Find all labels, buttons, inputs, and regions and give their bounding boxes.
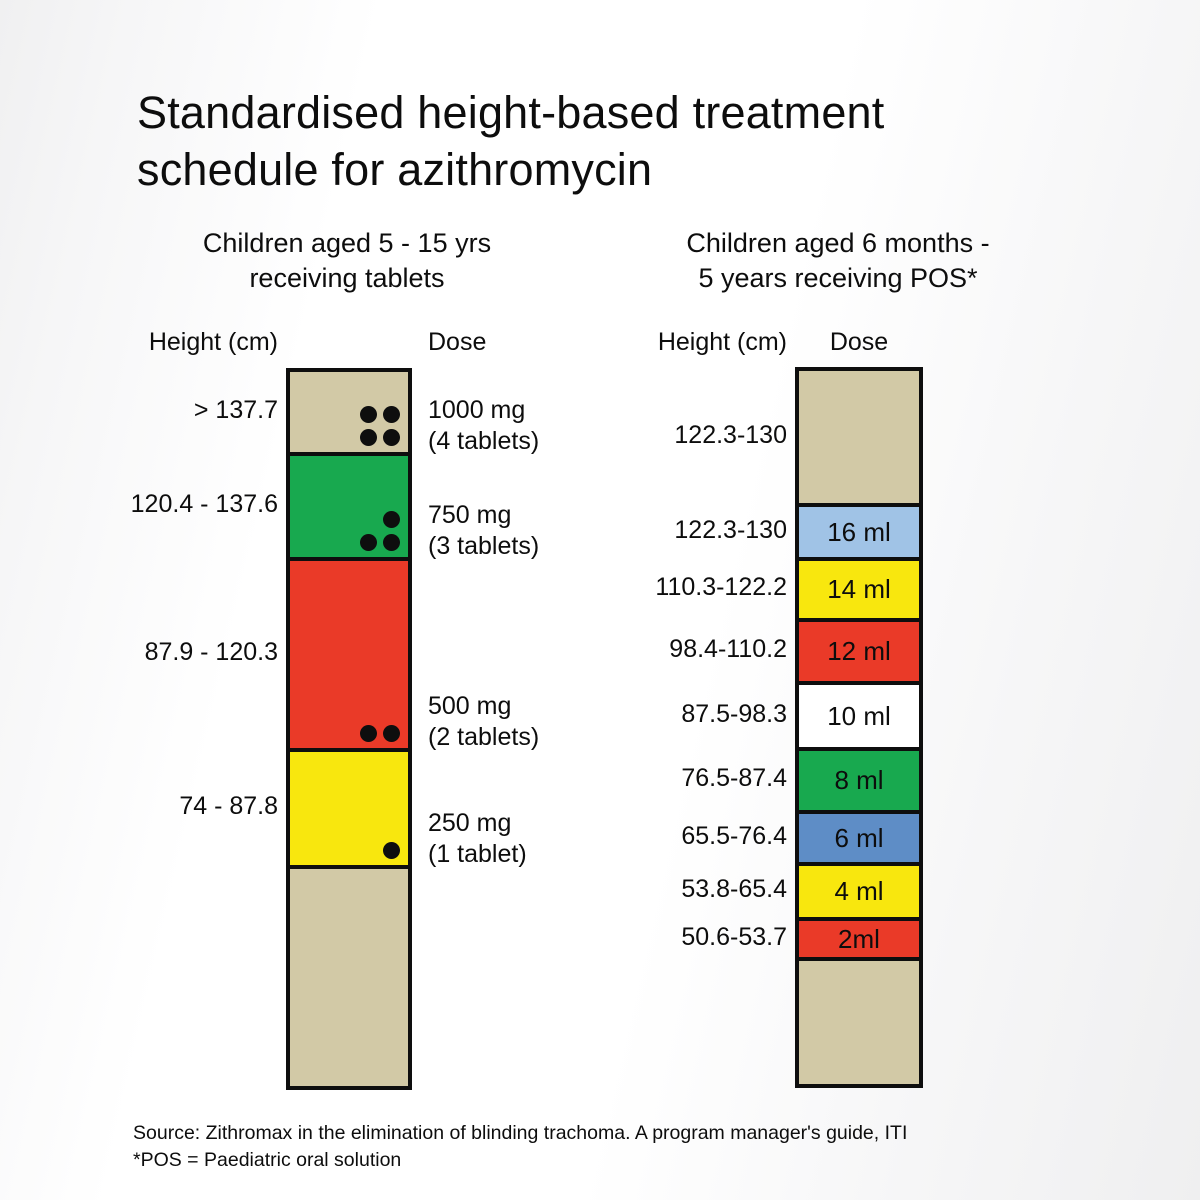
height-range-label: 74 - 87.8	[179, 792, 278, 820]
dose-label: 1000 mg (4 tablets)	[428, 395, 539, 457]
dose-label: 750 mg (3 tablets)	[428, 500, 539, 562]
right-height-column-header: Height (cm)	[657, 328, 787, 356]
left-height-column-header: Height (cm)	[148, 328, 278, 356]
dose-label: 500 mg (2 tablets)	[428, 691, 539, 753]
dose-band: 2ml	[795, 917, 923, 957]
footer: Source: Zithromax in the elimination of …	[133, 1120, 907, 1174]
tablet-dot	[360, 725, 377, 742]
height-band	[286, 748, 412, 865]
right-chart-row-2: 122.3-130 16 ml	[620, 503, 923, 557]
dose-label: 250 mg (1 tablet)	[428, 808, 527, 870]
height-range-label: 50.6-53.7	[681, 922, 787, 951]
dose-tablets: (2 tablets)	[428, 723, 540, 751]
dose-band: 8 ml	[795, 747, 923, 810]
tablet-dots	[360, 511, 400, 551]
right-chart-row-3: 110.3-122.2 14 ml	[620, 557, 923, 618]
dose-tablets: (3 tablets)	[428, 532, 540, 560]
height-band	[286, 452, 412, 557]
source-note: Source: Zithromax in the elimination of …	[133, 1122, 908, 1144]
dose-amount: 500 mg	[428, 692, 512, 720]
right-chart-row-1: 122.3-130	[620, 367, 923, 503]
tablet-dots	[360, 406, 400, 446]
dose-band	[795, 367, 923, 503]
right-dose-column-header: Dose	[829, 328, 889, 356]
tablet-dot	[383, 534, 400, 551]
left-dose-column-header: Dose	[428, 328, 487, 356]
right-chart-subtitle: Children aged 6 months - 5 years receivi…	[598, 226, 1078, 296]
tablet-dots	[360, 725, 400, 742]
tablet-dot	[360, 534, 377, 551]
height-range-label: 120.4 - 137.6	[130, 490, 278, 518]
tablet-dot	[383, 406, 400, 423]
tablet-dot	[383, 842, 400, 859]
left-chart-subtitle-line1: Children aged 5 - 15 yrs	[202, 228, 492, 258]
dose-volume: 2ml	[838, 923, 880, 954]
height-range-label: 122.3-130	[674, 515, 787, 544]
right-chart-row-10	[620, 957, 923, 1088]
dose-volume: 4 ml	[834, 876, 884, 906]
dose-volume: 16 ml	[827, 516, 891, 547]
page-title: Standardised height-based treatment sche…	[137, 84, 884, 198]
tablet-dot	[383, 511, 400, 528]
dose-amount: 750 mg	[428, 501, 512, 529]
height-range-label: 98.4-110.2	[669, 635, 787, 663]
height-range-label: 110.3-122.2	[655, 573, 787, 601]
page-title-line2: schedule for azithromycin	[137, 144, 653, 195]
height-range-label: 65.5-76.4	[681, 821, 787, 850]
dose-amount: 1000 mg	[428, 396, 526, 424]
dose-band: 4 ml	[795, 862, 923, 917]
right-chart-row-7: 65.5-76.4 6 ml	[620, 810, 923, 862]
left-chart-subtitle-line2: receiving tablets	[249, 263, 445, 293]
height-band	[286, 557, 412, 748]
right-chart-row-4: 98.4-110.2 12 ml	[620, 618, 923, 681]
height-range-label	[130, 865, 278, 1090]
tablet-dots	[360, 842, 400, 859]
right-chart-row-9: 50.6-53.7 2ml	[620, 917, 923, 957]
right-chart-row-8: 53.8-65.4 4 ml	[620, 862, 923, 917]
dose-band: 6 ml	[795, 810, 923, 862]
tablet-dot	[383, 429, 400, 446]
height-range-label: 53.8-65.4	[681, 875, 787, 903]
page-title-line1: Standardised height-based treatment	[137, 87, 885, 138]
tablet-dot	[360, 406, 377, 423]
right-chart-subtitle-line2: 5 years receiving POS*	[698, 263, 978, 293]
dose-amount: 250 mg	[428, 809, 512, 837]
dose-band: 12 ml	[795, 618, 923, 681]
left-chart-row-3: 87.9 - 120.3 500 mg (2 tablets)	[130, 557, 539, 751]
height-range-label: 87.5-98.3	[681, 699, 787, 728]
dose-band: 14 ml	[795, 557, 923, 618]
tablet-dot	[383, 725, 400, 742]
right-chart-subtitle-line1: Children aged 6 months -	[686, 228, 990, 258]
dose-band: 10 ml	[795, 681, 923, 747]
left-chart-row-1: > 137.7 1000 mg (4 tablets)	[130, 368, 539, 455]
dose-volume: 12 ml	[827, 636, 891, 666]
left-chart-subtitle: Children aged 5 - 15 yrs receiving table…	[107, 226, 587, 296]
left-chart-row-5	[130, 865, 412, 1090]
dose-band	[795, 957, 923, 1088]
left-chart: > 137.7 1000 mg (4 tablets) 120.4 - 137.…	[130, 368, 539, 1090]
dose-tablets: (1 tablet)	[428, 840, 527, 868]
dose-volume: 6 ml	[834, 822, 884, 853]
footnote-pos: *POS = Paediatric oral solution	[133, 1149, 402, 1171]
dose-volume: 10 ml	[827, 700, 891, 731]
height-range-label: > 137.7	[193, 395, 278, 424]
height-range-label: 87.9 - 120.3	[144, 638, 278, 666]
height-range-label: 76.5-87.4	[681, 764, 787, 792]
dose-volume: 14 ml	[827, 574, 891, 604]
dose-volume: 8 ml	[834, 765, 884, 795]
dose-tablets: (4 tablets)	[428, 427, 540, 455]
left-chart-row-4: 74 - 87.8 250 mg (1 tablet)	[130, 748, 527, 868]
dose-band: 16 ml	[795, 503, 923, 557]
left-chart-row-2: 120.4 - 137.6 750 mg (3 tablets)	[130, 452, 539, 560]
height-range-label	[620, 957, 787, 1088]
right-chart: 122.3-130 122.3-130 16 ml 110.3-122.2 14…	[620, 367, 923, 1088]
height-band	[286, 865, 412, 1090]
tablet-dot	[360, 429, 377, 446]
right-chart-row-6: 76.5-87.4 8 ml	[620, 747, 923, 810]
height-band	[286, 368, 412, 452]
right-chart-row-5: 87.5-98.3 10 ml	[620, 681, 923, 747]
height-range-label: 122.3-130	[674, 420, 787, 449]
